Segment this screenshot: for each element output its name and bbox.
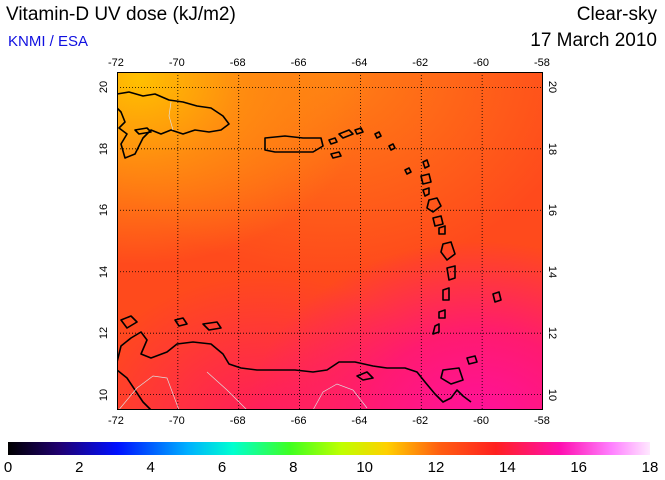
map-title: Vitamin-D UV dose (kJ/m2) <box>6 4 236 25</box>
axis-tick-label: -68 <box>229 57 246 69</box>
axis-tick-label: -66 <box>290 415 307 427</box>
axis-tick-label: 20 <box>546 81 559 94</box>
axis-tick-label: -62 <box>412 57 429 69</box>
axis-tick-label: 12 <box>98 327 111 340</box>
axis-tick-label: 14 <box>546 265 559 278</box>
axis-tick-label: -58 <box>534 57 550 69</box>
axis-tick-label: 14 <box>98 265 111 278</box>
color-scale-tick-label: 4 <box>146 459 155 476</box>
sky-condition-label: Clear-sky <box>576 4 657 25</box>
color-scale-tick-label: 0 <box>3 459 13 476</box>
color-scale-tick-label: 16 <box>570 459 587 476</box>
axis-tick-label: 10 <box>546 388 559 401</box>
color-scale-tick-label: 14 <box>498 459 516 476</box>
axis-tick-label: -70 <box>168 415 185 427</box>
color-scale-tick-label: 6 <box>217 459 227 476</box>
source-label: KNMI / ESA <box>8 33 89 50</box>
axis-tick-label: -64 <box>351 415 368 427</box>
color-scale-tick-label: 2 <box>75 459 84 476</box>
axis-tick-label: -60 <box>473 415 490 427</box>
axis-tick-label: 12 <box>546 327 559 340</box>
axis-tick-label: 20 <box>98 81 111 94</box>
axis-tick-label: 18 <box>98 142 111 155</box>
axis-tick-label: -64 <box>351 57 368 69</box>
axis-tick-label: -72 <box>108 415 124 427</box>
axis-tick-label: 16 <box>98 204 111 217</box>
uv-dose-map <box>117 72 543 410</box>
axis-tick-label: -60 <box>473 57 490 69</box>
axis-tick-label: 16 <box>546 204 559 217</box>
date-label: 17 March 2010 <box>530 30 657 51</box>
axis-tick-label: 18 <box>546 142 559 155</box>
color-scale-tick-label: 12 <box>427 459 445 476</box>
color-scale-tick-label: 8 <box>289 459 298 476</box>
axis-tick-label: -70 <box>168 57 185 69</box>
color-scale-tick-label: 18 <box>641 459 659 476</box>
color-scale-tick-label: 10 <box>356 459 373 476</box>
graticule <box>117 72 543 410</box>
map-border <box>117 72 543 410</box>
axis-tick-label: -68 <box>229 415 246 427</box>
country-borders <box>118 101 368 410</box>
axis-tick-label: -66 <box>290 57 307 69</box>
color-scale-bar <box>8 442 650 455</box>
axis-tick-label: -72 <box>108 57 124 69</box>
axis-tick-label: -62 <box>412 415 429 427</box>
axis-tick-label: -58 <box>534 415 550 427</box>
axis-tick-label: 10 <box>98 388 111 401</box>
